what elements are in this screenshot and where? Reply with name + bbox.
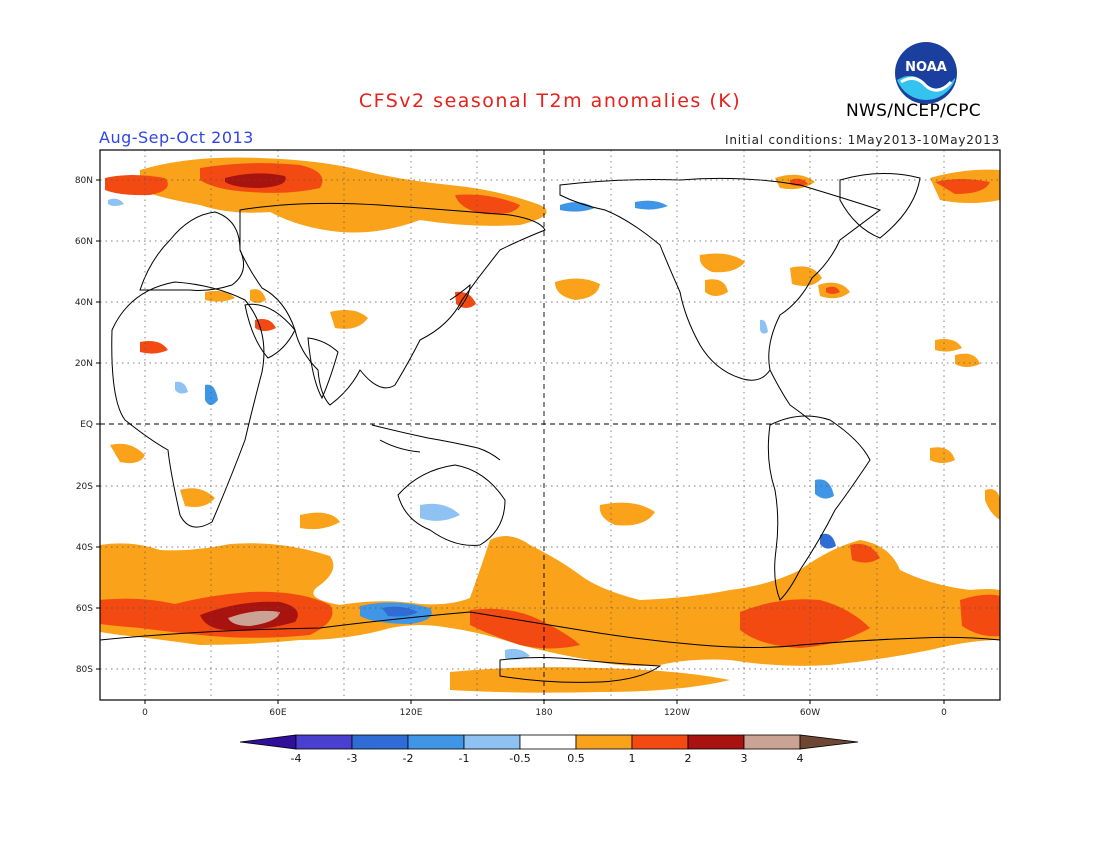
colorbar-segment bbox=[463, 734, 521, 750]
lon-label: 120E bbox=[400, 708, 423, 718]
initial-conditions: Initial conditions: 1May2013-10May2013 bbox=[725, 133, 1000, 147]
colorbar-segment bbox=[407, 734, 465, 750]
colorbar-segment bbox=[351, 734, 409, 750]
colorbar-segment bbox=[743, 734, 801, 750]
longitude-labels: 0 60E 120E 180 120W 60W 0 bbox=[142, 708, 947, 718]
colorbar-label: 1 bbox=[629, 752, 636, 765]
graticule bbox=[100, 150, 1000, 700]
coastlines bbox=[100, 173, 1000, 683]
lon-label: 60W bbox=[800, 708, 820, 718]
equator-dateline bbox=[100, 150, 1000, 700]
lat-label: 20N bbox=[75, 359, 93, 369]
lon-label: 60E bbox=[269, 708, 286, 718]
colorbar: -4 -3 -2 -1 -0.5 0.5 1 2 3 4 bbox=[239, 734, 859, 765]
colorbar-label: 3 bbox=[741, 752, 748, 765]
colorbar-label: -1 bbox=[459, 752, 470, 765]
lon-label: 120W bbox=[664, 708, 690, 718]
svg-text:NOAA: NOAA bbox=[905, 60, 947, 75]
lon-label: 0 bbox=[142, 708, 148, 718]
colorbar-label: -3 bbox=[347, 752, 358, 765]
lat-label: 80N bbox=[75, 176, 93, 186]
organization-label: NWS/NCEP/CPC bbox=[846, 101, 981, 121]
axis-ticks bbox=[96, 179, 945, 704]
colorbar-label: 2 bbox=[685, 752, 692, 765]
forecast-period: Aug-Sep-Oct 2013 bbox=[99, 128, 254, 147]
lat-label: 40S bbox=[76, 543, 93, 553]
colorbar-label: -2 bbox=[403, 752, 414, 765]
latitude-labels: 80N 60N 40N 20N EQ 20S 40S 60S 80S bbox=[75, 176, 93, 675]
lon-label: 180 bbox=[535, 708, 552, 718]
noaa-logo-icon: NOAA bbox=[895, 42, 957, 104]
map-title: CFSv2 seasonal T2m anomalies (K) bbox=[358, 90, 742, 112]
lat-label: EQ bbox=[80, 420, 93, 430]
colorbar-segment bbox=[631, 734, 689, 750]
colorbar-segment bbox=[519, 734, 577, 750]
lat-label: 60S bbox=[76, 604, 93, 614]
lat-label: 20S bbox=[76, 482, 93, 492]
colorbar-label: 4 bbox=[797, 752, 804, 765]
lat-label: 60N bbox=[75, 237, 93, 247]
colorbar-arrow-low bbox=[239, 734, 297, 750]
colorbar-label: -0.5 bbox=[509, 752, 530, 765]
colorbar-segment bbox=[295, 734, 353, 750]
colorbar-label: -4 bbox=[291, 752, 302, 765]
lat-label: 40N bbox=[75, 298, 93, 308]
colorbar-segment bbox=[687, 734, 745, 750]
colorbar-arrow-high bbox=[799, 734, 859, 750]
lat-label: 80S bbox=[76, 665, 93, 675]
anomaly-shading bbox=[100, 157, 1000, 693]
colorbar-label: 0.5 bbox=[567, 752, 585, 765]
colorbar-segment bbox=[575, 734, 633, 750]
lon-label: 0 bbox=[941, 708, 947, 718]
map-frame bbox=[99, 149, 1001, 701]
